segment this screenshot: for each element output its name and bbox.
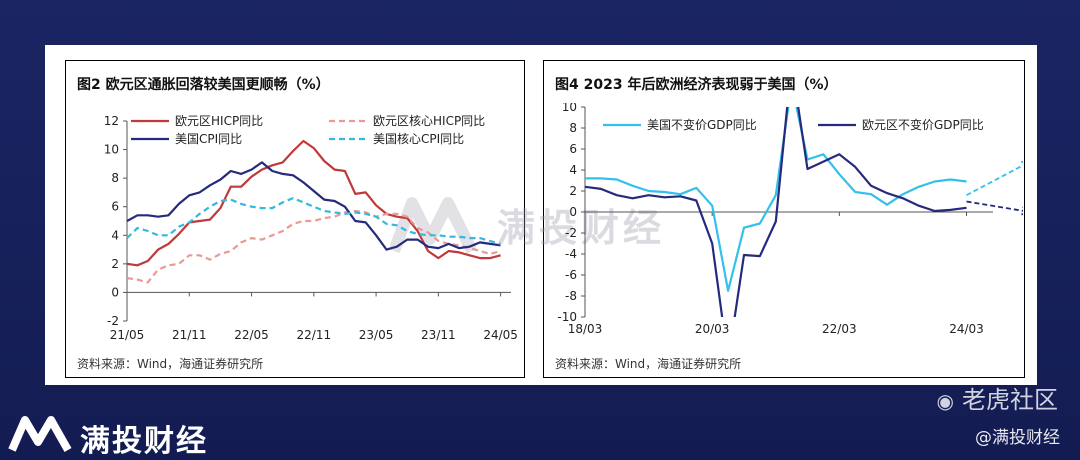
legend-label: 美国核心CPI同比 [373, 132, 464, 146]
x-tick-label: 22/03 [822, 322, 857, 336]
y-tick-label: -2 [107, 314, 119, 328]
watermark-text: 满投财经 [497, 206, 666, 250]
y-tick-label: -6 [565, 268, 577, 282]
right-panel-frame [543, 60, 1025, 378]
x-tick-label: 22/11 [297, 328, 332, 342]
community-watermark: ◉ 老虎社区 [937, 380, 1058, 415]
left-panel-frame [65, 60, 525, 378]
trend-arrow-line [966, 200, 1023, 212]
x-tick-label: 18/03 [568, 322, 603, 336]
y-tick-label: 2 [111, 257, 119, 271]
y-tick-label: -4 [565, 247, 577, 261]
x-tick-label: 23/11 [421, 328, 456, 342]
legend-label: 欧元区不变价GDP同比 [862, 117, 984, 132]
x-tick-label: 24/03 [949, 322, 984, 336]
tiger-icon: ◉ [936, 389, 954, 413]
x-tick-label: 24/05 [483, 328, 518, 342]
trend-arrow-line [966, 164, 1023, 196]
y-tick-label: 12 [104, 114, 119, 128]
series-line-2 [584, 107, 967, 317]
y-tick-label: 6 [111, 200, 119, 214]
y-tick-label: 10 [562, 103, 577, 114]
legend-label: 美国不变价GDP同比 [647, 117, 757, 132]
x-tick-label: 23/05 [359, 328, 394, 342]
x-tick-label: 22/05 [234, 328, 269, 342]
chart-card: 图2 欧元区通胀回落较美国更顺畅（%） 图4 2023 年后欧洲经济表现弱于美国… [45, 45, 1037, 385]
y-tick-label: -2 [565, 226, 577, 240]
trend-arrow-head [1021, 160, 1023, 163]
brand-name: 满投财经 [80, 424, 208, 459]
series-line-2 [126, 209, 501, 284]
series-line-4 [126, 196, 501, 245]
y-tick-label: 4 [569, 163, 577, 177]
y-tick-label: 8 [569, 121, 577, 135]
y-tick-label: 6 [569, 142, 577, 156]
y-tick-label: 4 [111, 228, 119, 242]
left-chart-source: 资料来源：Wind，海通证券研究所 [77, 357, 264, 371]
legend-label: 欧元区HICP同比 [175, 114, 263, 128]
series-line-1 [585, 107, 967, 292]
y-tick-label: 0 [111, 285, 119, 299]
brand-logo-icon [8, 416, 72, 452]
right-chart-source: 资料来源：Wind，海通证券研究所 [555, 357, 742, 371]
y-tick-label: 0 [569, 205, 577, 219]
x-tick-label: 20/03 [695, 322, 730, 336]
community-label: 老虎社区 [962, 386, 1058, 414]
brand-handle: @满投财经 [975, 428, 1060, 448]
x-tick-label: 21/05 [110, 328, 145, 342]
y-tick-label: 8 [111, 171, 119, 185]
y-tick-label: -8 [565, 289, 577, 303]
y-tick-label: 2 [569, 184, 577, 198]
right-chart-title: 图4 2023 年后欧洲经济表现弱于美国（%） [555, 77, 838, 93]
legend-label: 美国CPI同比 [175, 132, 242, 146]
x-tick-label: 21/11 [172, 328, 207, 342]
series-line-3 [126, 161, 501, 251]
left-chart-svg: 12 10 8 6 4 2 0 -221/05 21/11 22/05 22/11 23/05 23/1… [104, 114, 518, 342]
left-chart-title: 图2 欧元区通胀回落较美国更顺畅（%） [77, 77, 330, 93]
y-tick-label: 10 [104, 143, 119, 157]
legend-label: 欧元区核心HICP同比 [373, 114, 485, 128]
y-tick-label: -10 [557, 310, 577, 324]
